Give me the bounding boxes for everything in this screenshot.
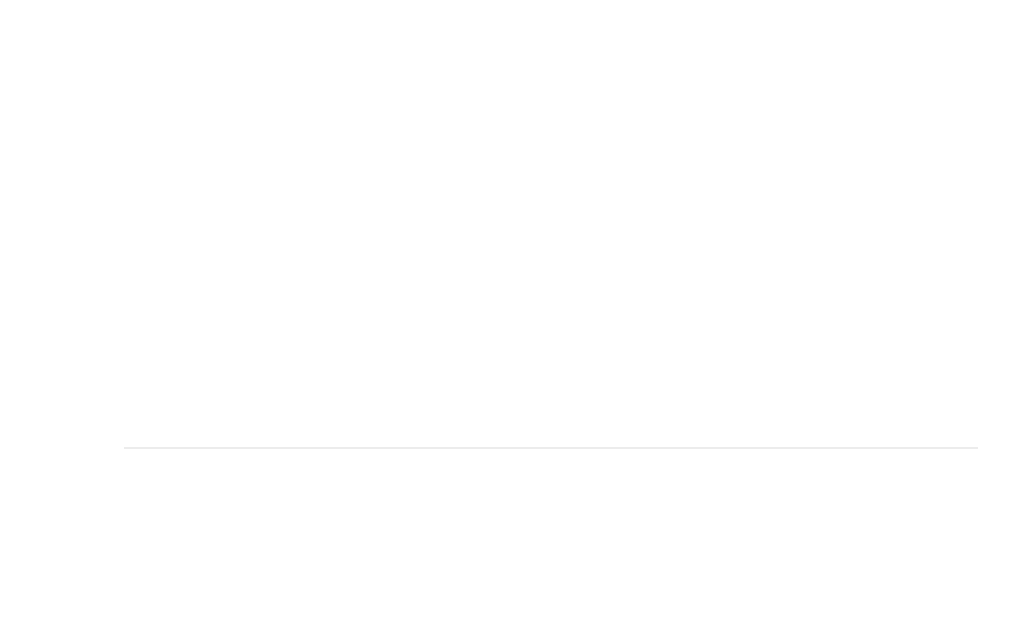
- chart-container: [0, 0, 1020, 644]
- chart-svg: [0, 0, 1020, 644]
